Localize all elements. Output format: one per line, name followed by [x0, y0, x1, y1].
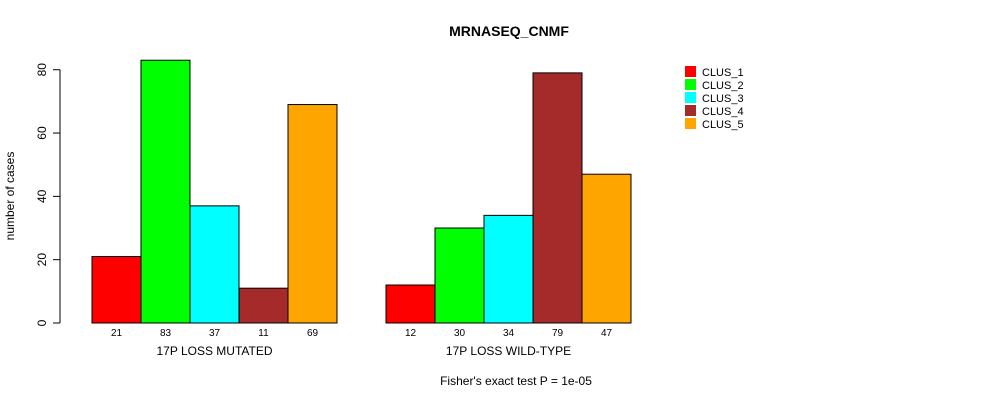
bar-value-label: 69 — [307, 328, 319, 339]
bar-clus-4 — [238, 287, 289, 324]
legend-label: CLUS_1 — [702, 67, 744, 79]
bars — [91, 59, 632, 324]
legend-swatch — [685, 118, 696, 129]
labels: 21 83 37 11 69 17P LOSS MUTATED 12 30 34 79 47 17P … — [111, 328, 613, 358]
legend-swatch — [685, 79, 696, 90]
legend-label: CLUS_3 — [702, 93, 744, 105]
bar-value-label: 21 — [111, 328, 123, 339]
bar-clus-4 — [532, 72, 583, 324]
bar-clus-3 — [189, 205, 240, 324]
legend-label: CLUS_2 — [702, 80, 744, 92]
chart-title: MRNASEQ_CNMF — [449, 23, 569, 39]
bar-value-label: 30 — [454, 328, 466, 339]
y-tick-label: 80 — [35, 63, 49, 77]
bar-clus-1 — [91, 256, 142, 324]
y-tick-label: 60 — [35, 126, 49, 140]
bar-value-label: 34 — [503, 328, 515, 339]
legend-label: CLUS_5 — [702, 119, 744, 131]
bar-value-label: 79 — [552, 328, 564, 339]
bar-clus-2 — [140, 59, 191, 324]
legend-swatch — [685, 92, 696, 103]
bar-value-label: 11 — [258, 328, 269, 339]
bar-value-label: 47 — [601, 328, 613, 339]
bar-value-label: 83 — [160, 328, 172, 339]
legend-swatch — [685, 66, 696, 77]
y-axis: 0 20 40 60 80 — [35, 63, 61, 326]
footnote: Fisher's exact test P = 1e-05 — [440, 374, 592, 388]
y-axis-label: number of cases — [3, 152, 17, 241]
group-label: 17P LOSS WILD-TYPE — [446, 344, 571, 358]
group-label: 17P LOSS MUTATED — [156, 344, 272, 358]
bar-value-label: 12 — [405, 328, 417, 339]
legend-label: CLUS_4 — [702, 106, 744, 118]
bar-clus-3 — [483, 214, 534, 324]
bar-clus-5 — [581, 173, 632, 324]
y-tick-label: 0 — [35, 319, 49, 326]
bar-clus-1 — [385, 284, 436, 324]
y-tick-label: 20 — [35, 253, 49, 267]
legend-swatch — [685, 105, 696, 116]
bar-clus-2 — [434, 227, 485, 324]
y-tick-label: 40 — [35, 189, 49, 203]
bar-clus-5 — [287, 104, 338, 324]
bar-value-label: 37 — [209, 328, 221, 339]
